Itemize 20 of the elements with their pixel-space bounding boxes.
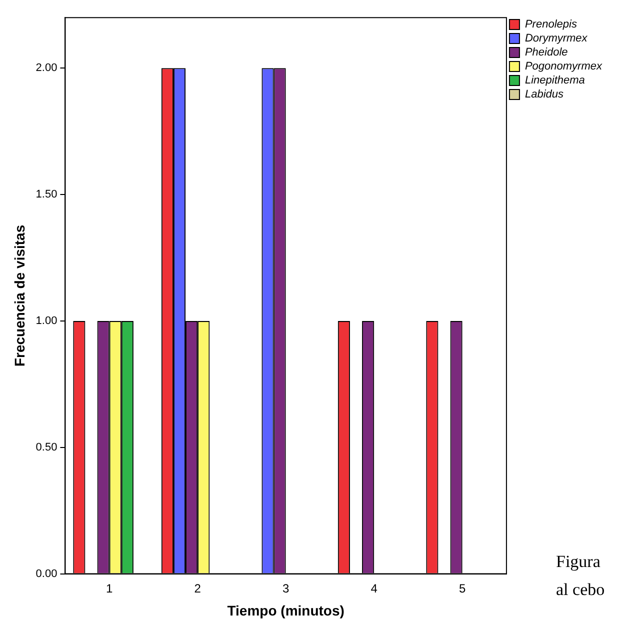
x-tick-label: 4 (370, 581, 378, 596)
legend-label: Linepithema (524, 74, 585, 87)
x-tick-label: 2 (194, 581, 202, 596)
text: Figura (556, 551, 602, 573)
y-axis-title: Frecuencia de visitas (11, 224, 28, 367)
y-tick-label: 2.00 (36, 62, 58, 74)
x-tick-label: 1 (106, 581, 113, 596)
y-tick-label: 0.00 (36, 568, 58, 580)
legend-label: Dorymyrmex (524, 32, 588, 45)
legend-label: Pogonomyrmex (524, 60, 602, 73)
x-tick-label: 3 (282, 581, 290, 596)
y-tick-label: 0.50 (36, 441, 58, 454)
legend-label: Pheidole (524, 46, 568, 59)
y-tick-label: 1.00 (36, 315, 58, 328)
text: al cebo (556, 579, 605, 601)
y-tick-label: 1.50 (36, 188, 58, 201)
legend-label: Prenolepis (524, 18, 578, 31)
x-axis-title: Tiempo (minutos) (227, 602, 344, 618)
legend-label: Labidus (524, 88, 564, 101)
x-tick-label: 5 (459, 581, 466, 596)
